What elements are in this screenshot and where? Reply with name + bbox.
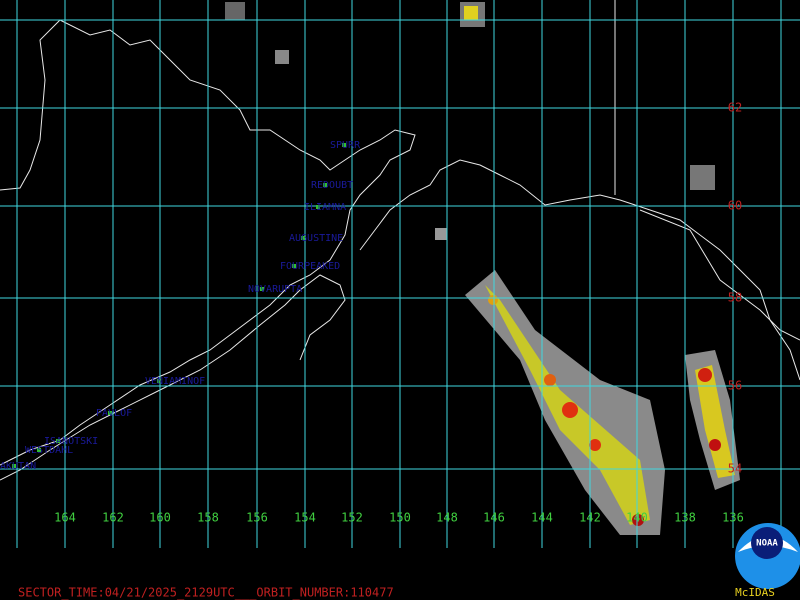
- cloud-core: [709, 439, 721, 451]
- volcano-marker: [108, 411, 112, 415]
- longitude-label: 150: [389, 511, 411, 525]
- volcano-marker: [157, 379, 161, 383]
- volcano-marker: [301, 236, 305, 240]
- footer-text: SECTOR_TIME:04/21/2025_2129UTC___ORBIT_N…: [18, 586, 394, 600]
- volcano-label: AUGUSTINE: [289, 233, 343, 244]
- volcano-label: SPURR: [330, 140, 361, 151]
- graticule: [0, 0, 800, 548]
- volcano-label: VENIAMINOF: [145, 376, 205, 387]
- latitude-label: 62: [728, 101, 742, 115]
- longitude-label: 160: [149, 511, 171, 525]
- longitude-label: 154: [294, 511, 316, 525]
- cloud-band: [695, 365, 735, 478]
- volcano-label: REDOUBT: [311, 180, 353, 191]
- cloud-core: [488, 295, 498, 305]
- longitude-label: 148: [436, 511, 458, 525]
- volcano-label: ISANOTSKI: [44, 436, 98, 447]
- coastline: [0, 274, 346, 481]
- longitude-label: 140: [626, 511, 648, 525]
- cloud-core: [589, 439, 601, 451]
- cloud: [275, 50, 289, 64]
- cloud-core: [698, 368, 712, 382]
- cloud: [225, 2, 245, 20]
- logo-text: NOAA: [756, 539, 778, 549]
- coastline: [0, 19, 416, 466]
- volcano-marker: [323, 183, 327, 187]
- cloud: [435, 228, 447, 240]
- cloud: [690, 165, 715, 190]
- longitude-label: 158: [197, 511, 219, 525]
- latitude-label: 58: [728, 291, 742, 305]
- volcano-label: AKUTAN: [0, 461, 36, 472]
- volcano-marker: [260, 287, 264, 291]
- volcano-marker: [342, 143, 346, 147]
- coastlines: [0, 0, 800, 481]
- cloud-core: [562, 402, 578, 418]
- latitude-label: 60: [728, 199, 742, 213]
- volcano-marker: [316, 205, 320, 209]
- latitude-label: 56: [728, 379, 742, 393]
- labels: 62 60 58 56 54 164 162 160 158 156 154 152 150 148 146…: [0, 101, 744, 525]
- longitude-label: 142: [579, 511, 601, 525]
- longitude-label: 152: [341, 511, 363, 525]
- latitude-label: 54: [728, 462, 742, 476]
- longitude-label: 156: [246, 511, 268, 525]
- coastline: [359, 159, 800, 381]
- volcano-marker: [292, 264, 296, 268]
- longitude-label: 136: [722, 511, 744, 525]
- longitude-label: 164: [54, 511, 76, 525]
- volcano-label: NOVARUPTA: [248, 284, 302, 295]
- longitude-label: 162: [102, 511, 124, 525]
- longitude-label: 146: [483, 511, 505, 525]
- longitude-label: 144: [531, 511, 553, 525]
- longitude-label: 138: [674, 511, 696, 525]
- volcano-marker: [56, 439, 60, 443]
- cloud: [464, 6, 478, 20]
- cloud-core: [544, 374, 556, 386]
- cloud-core: [632, 514, 644, 526]
- credit-text: McIDAS: [735, 586, 775, 599]
- volcano-label: WESTDAHL: [25, 445, 73, 456]
- volcano-marker: [37, 448, 41, 452]
- volcano-label: ILIAMNA: [304, 202, 346, 213]
- volcano-label: PAVLOF: [96, 408, 132, 419]
- coastline: [639, 209, 800, 341]
- noaa-logo: NOAA: [735, 523, 800, 589]
- volcano-marker: [12, 464, 16, 468]
- logo-inner: [751, 527, 783, 559]
- volcano-label: FOURPEAKED: [280, 261, 340, 272]
